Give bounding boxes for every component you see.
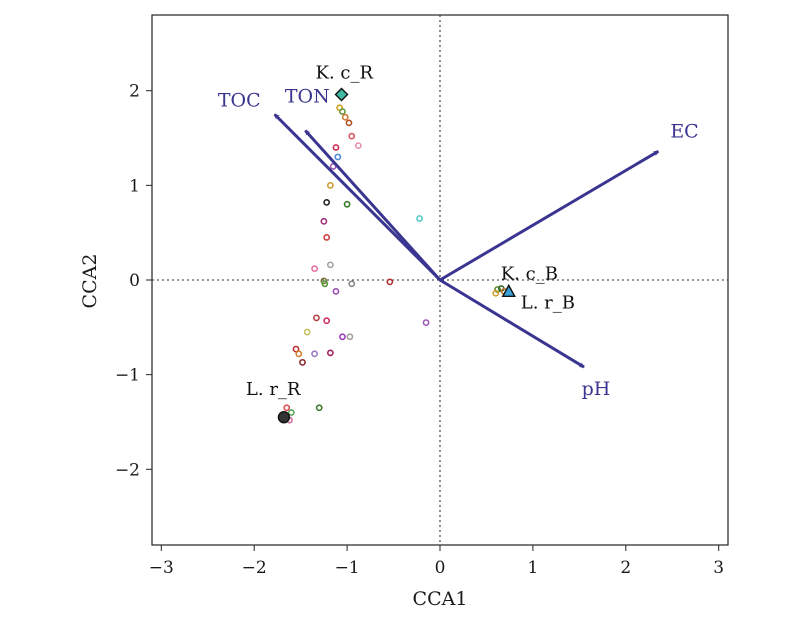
y-tick-label: 2 (129, 82, 140, 102)
sample-point (348, 280, 356, 288)
sample-point (334, 153, 342, 161)
site-k-c-r-marker (334, 87, 349, 102)
vector-ec-arrow (439, 149, 660, 282)
vector-ph-label: pH (582, 378, 611, 400)
sample-point (313, 314, 320, 322)
sample-point (323, 198, 331, 206)
sample-point (492, 289, 500, 297)
x-tick-label: 0 (435, 558, 446, 578)
y-tick-label: −2 (115, 460, 140, 480)
x-tick-label: 1 (527, 558, 538, 578)
sample-point (320, 217, 328, 225)
sample-point (339, 108, 346, 115)
site-l-r-r-label: L. r_R (246, 379, 301, 400)
x-axis: −3 −2 −1 0 1 2 3 (149, 545, 724, 578)
sample-point (315, 404, 323, 412)
sample-point (311, 350, 318, 358)
x-tick-label: 2 (620, 558, 631, 578)
site-k-c-b-label: K. c_B (501, 263, 558, 284)
sample-point (299, 358, 306, 366)
vector-ton-label: TON (285, 85, 330, 107)
sample-point (354, 142, 362, 150)
sample-point (386, 278, 394, 286)
vector-ec-label: EC (670, 120, 698, 142)
y-tick-label: −1 (115, 366, 140, 386)
sample-point (326, 349, 334, 357)
vector-toc-arrow (273, 113, 442, 282)
sample-point (332, 287, 340, 295)
sample-point (341, 113, 349, 121)
labeled-sites: K. c_R K. c_B L. r_B L. r_R (246, 63, 575, 424)
sample-point (326, 181, 334, 189)
site-l-r-b-label: L. r_B (521, 292, 575, 313)
sample-point (326, 261, 334, 269)
site-l-r-r-marker (277, 411, 291, 424)
sample-points (283, 104, 508, 424)
sample-point (323, 234, 331, 241)
y-tick-label: 0 (129, 271, 140, 291)
vector-ton-arrow (304, 129, 442, 282)
site-k-c-b-marker (501, 283, 516, 298)
sample-point (346, 333, 354, 341)
sample-point (343, 200, 351, 208)
sample-point (339, 333, 346, 341)
sample-point (311, 265, 318, 273)
sample-point (422, 319, 430, 326)
site-k-c-r-label: K. c_R (316, 63, 374, 84)
sample-point (283, 404, 291, 412)
sample-point (321, 280, 329, 288)
x-tick-label: −2 (242, 558, 267, 578)
sample-point (292, 345, 300, 353)
x-tick-label: 3 (713, 558, 724, 578)
y-axis: −2 −1 0 1 2 (115, 82, 152, 480)
environment-vectors: TOC TON EC pH (218, 85, 699, 400)
sample-point (303, 328, 311, 336)
x-axis-title: CCA1 (413, 588, 468, 610)
x-tick-label: −1 (335, 558, 360, 578)
vector-ph-arrow (439, 278, 585, 369)
x-tick-label: −3 (149, 558, 174, 578)
sample-point (416, 215, 423, 222)
y-tick-label: 1 (129, 176, 140, 196)
sample-point (348, 132, 356, 140)
y-axis-title: CCA2 (79, 254, 101, 309)
vector-toc-label: TOC (218, 89, 261, 111)
sample-point (345, 119, 353, 127)
sample-point (287, 409, 295, 416)
sample-point (323, 317, 331, 325)
sample-point (295, 350, 303, 358)
sample-point (332, 144, 340, 151)
